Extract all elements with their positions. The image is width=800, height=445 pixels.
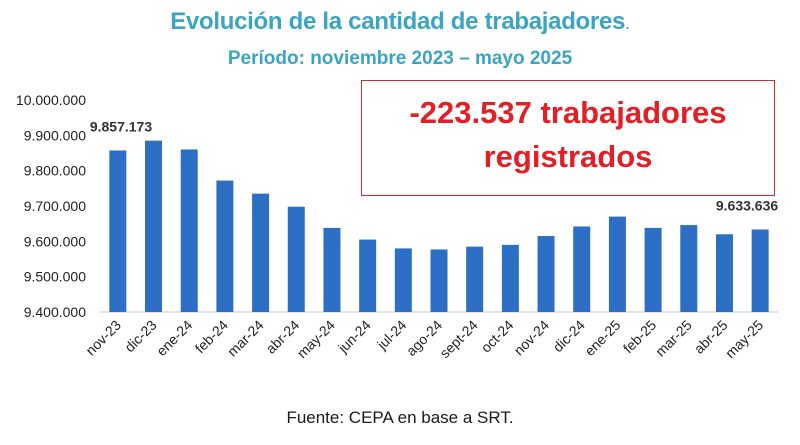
y-tick-label: 9.800.000 <box>24 163 86 179</box>
bar <box>537 236 555 312</box>
x-tick-label: ene-25 <box>581 317 623 359</box>
callout-line-2: registrados <box>483 139 653 174</box>
y-tick-label: 10.000.000 <box>16 92 86 108</box>
y-tick-label: 9.700.000 <box>24 198 86 214</box>
y-tick-label: 9.400.000 <box>24 304 86 320</box>
y-tick-label: 9.600.000 <box>24 233 86 249</box>
bar <box>180 149 198 312</box>
x-tick-label: nov-23 <box>82 317 124 359</box>
source-note: Fuente: CEPA en base a SRT. <box>286 408 514 427</box>
bar <box>145 140 163 312</box>
x-tick-label: oct-24 <box>478 317 517 356</box>
bar <box>715 234 733 312</box>
x-tick-label: may-25 <box>722 317 766 361</box>
x-tick-label: jun-24 <box>334 317 374 357</box>
bar <box>751 229 769 312</box>
bar <box>252 193 270 312</box>
data-label: 9.857.173 <box>90 118 152 134</box>
x-tick-label: mar-24 <box>224 317 267 360</box>
bar <box>394 248 412 312</box>
callout-line-1: -223.537 trabajadores <box>409 95 727 130</box>
x-tick-label: mar-25 <box>652 317 695 360</box>
chart-title: Evolución de la cantidad de trabajadores… <box>0 8 800 36</box>
bar <box>608 216 626 312</box>
change-callout-box: -223.537 trabajadores registrados <box>361 80 775 196</box>
chart-title-text: Evolución de la cantidad de trabajadores <box>170 8 626 35</box>
y-tick-label: 9.500.000 <box>24 269 86 285</box>
chart-title-suffix: . <box>625 13 630 33</box>
x-tick-label: ene-24 <box>153 317 195 359</box>
x-tick-label: may-24 <box>294 317 338 361</box>
bar <box>359 239 377 312</box>
x-tick-label: sept-24 <box>436 317 480 361</box>
bar <box>466 246 484 312</box>
chart-subtitle: Período: noviembre 2023 – mayo 2025 <box>227 48 573 69</box>
bar <box>323 227 341 312</box>
bar <box>430 249 448 312</box>
bar <box>109 150 127 312</box>
bar <box>287 206 305 312</box>
y-tick-label: 9.900.000 <box>24 127 86 143</box>
bar <box>644 227 662 312</box>
bar <box>216 180 234 312</box>
data-label: 9.633.636 <box>716 197 778 213</box>
bar <box>501 244 519 312</box>
bar <box>680 225 698 312</box>
bar <box>573 226 591 312</box>
x-tick-label: nov-24 <box>511 317 553 359</box>
